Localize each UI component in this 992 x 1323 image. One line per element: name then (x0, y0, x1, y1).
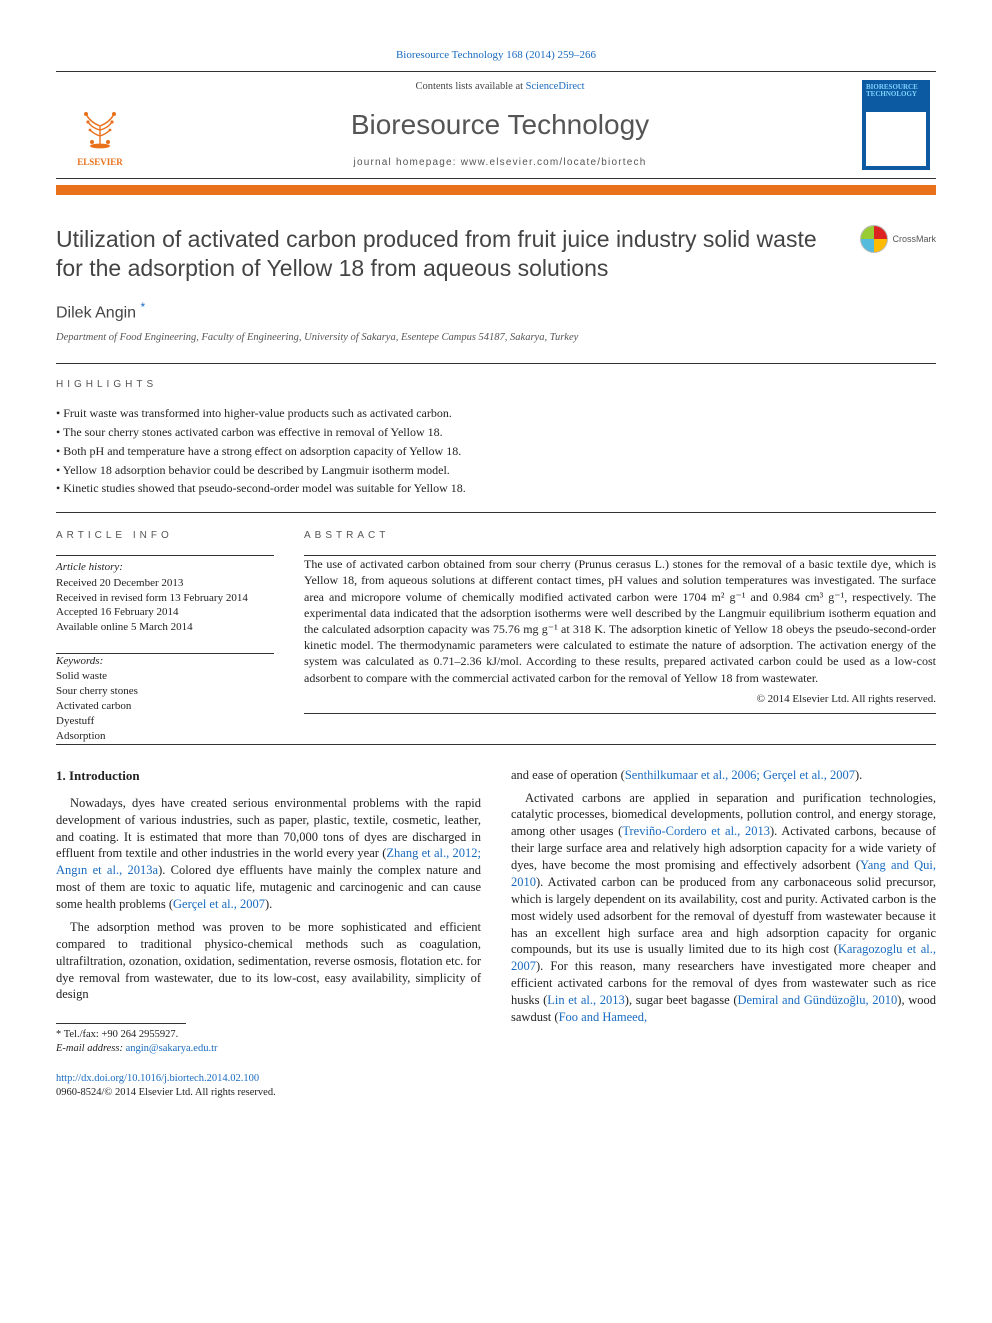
body-columns: 1. Introduction Nowadays, dyes have crea… (56, 767, 936, 1056)
info-abstract-row: ARTICLE INFO Article history: Received 2… (56, 515, 936, 743)
history-item: Received in revised form 13 February 201… (56, 591, 274, 606)
intro-heading: 1. Introduction (56, 767, 481, 785)
keyword: Activated carbon (56, 699, 274, 714)
keyword: Dyestuff (56, 714, 274, 729)
divider (56, 744, 936, 745)
cover-white-area (866, 112, 926, 166)
paragraph: and ease of operation (Senthilkumaar et … (511, 767, 936, 784)
doi-block: http://dx.doi.org/10.1016/j.biortech.201… (56, 1072, 936, 1101)
journal-ref-link[interactable]: Bioresource Technology 168 (2014) 259–26… (396, 49, 596, 61)
divider (56, 512, 936, 513)
article-info-column: ARTICLE INFO Article history: Received 2… (56, 515, 274, 743)
history-title: Article history: (56, 560, 274, 575)
journal-cover-thumb[interactable]: BIORESOURCE TECHNOLOGY (862, 80, 930, 170)
issn-copyright: 0960-8524/© 2014 Elsevier Ltd. All right… (56, 1087, 276, 1098)
history-item: Available online 5 March 2014 (56, 620, 274, 635)
title-row: Utilization of activated carbon produced… (56, 225, 936, 283)
elsevier-tree-icon (70, 96, 130, 156)
email-label: E-mail address: (56, 1043, 126, 1054)
doi-link[interactable]: http://dx.doi.org/10.1016/j.biortech.201… (56, 1073, 259, 1084)
elsevier-label: ELSEVIER (77, 156, 123, 169)
highlight-item: Kinetic studies showed that pseudo-secon… (56, 479, 936, 498)
keywords-title: Keywords: (56, 654, 274, 669)
paragraph: Activated carbons are applied in separat… (511, 790, 936, 1026)
history-list: Received 20 December 2013 Received in re… (56, 576, 274, 635)
article-title: Utilization of activated carbon produced… (56, 225, 840, 283)
journal-name: Bioresource Technology (152, 105, 848, 144)
keywords-list: Solid waste Sour cherry stones Activated… (56, 669, 274, 743)
highlights-list: Fruit waste was transformed into higher-… (56, 404, 936, 498)
citation-link[interactable]: Demiral and Gündüzoğlu, 2010 (737, 993, 897, 1007)
article-info-label: ARTICLE INFO (56, 529, 274, 543)
keyword: Sour cherry stones (56, 684, 274, 699)
crossmark-widget[interactable]: CrossMark (860, 225, 936, 253)
journal-reference: Bioresource Technology 168 (2014) 259–26… (56, 48, 936, 63)
email-link[interactable]: angin@sakarya.edu.tr (126, 1043, 218, 1054)
homepage-line: journal homepage: www.elsevier.com/locat… (152, 156, 848, 170)
divider (56, 555, 274, 556)
abstract-text: The use of activated carbon obtained fro… (304, 556, 936, 686)
contents-available-line: Contents lists available at ScienceDirec… (152, 80, 848, 95)
abstract-column: ABSTRACT The use of activated carbon obt… (304, 515, 936, 743)
citation-link[interactable]: Foo and Hameed, (559, 1010, 648, 1024)
highlights-label: HIGHLIGHTS (56, 378, 936, 392)
homepage-url[interactable]: www.elsevier.com/locate/biortech (461, 157, 647, 168)
contents-prefix: Contents lists available at (415, 81, 525, 92)
keyword: Solid waste (56, 669, 274, 684)
citation-link[interactable]: Senthilkumaar et al., 2006; Gerçel et al… (625, 768, 855, 782)
highlight-item: Both pH and temperature have a strong ef… (56, 442, 936, 461)
divider (56, 363, 936, 364)
history-item: Received 20 December 2013 (56, 576, 274, 591)
citation-link[interactable]: Gerçel et al., 2007 (173, 897, 265, 911)
paragraph: Nowadays, dyes have created serious envi… (56, 795, 481, 913)
masthead: ELSEVIER Contents lists available at Sci… (56, 71, 936, 179)
body-left-column: 1. Introduction Nowadays, dyes have crea… (56, 767, 481, 1056)
body-right-column: and ease of operation (Senthilkumaar et … (511, 767, 936, 1056)
masthead-center: Contents lists available at ScienceDirec… (152, 80, 848, 170)
affiliation: Department of Food Engineering, Faculty … (56, 331, 936, 346)
authors: Dilek Angin * (56, 299, 936, 325)
crossmark-icon (860, 225, 888, 253)
highlight-item: Yellow 18 adsorption behavior could be d… (56, 461, 936, 480)
footnote-separator (56, 1023, 186, 1024)
citation-link[interactable]: Treviño-Cordero et al., 2013 (622, 824, 770, 838)
citation-link[interactable]: Lin et al., 2013 (547, 993, 625, 1007)
cover-title: BIORESOURCE TECHNOLOGY (866, 84, 926, 98)
accent-bar (56, 185, 936, 195)
author-name[interactable]: Dilek Angin (56, 304, 136, 321)
abstract-label: ABSTRACT (304, 529, 936, 543)
corresponding-marker[interactable]: * (141, 300, 146, 314)
history-item: Accepted 16 February 2014 (56, 605, 274, 620)
telfax: Tel./fax: +90 264 2955927. (64, 1029, 179, 1040)
abstract-copyright: © 2014 Elsevier Ltd. All rights reserved… (304, 692, 936, 707)
crossmark-label: CrossMark (892, 233, 936, 246)
keyword: Adsorption (56, 729, 274, 744)
page-root: Bioresource Technology 168 (2014) 259–26… (0, 0, 992, 1131)
paragraph: The adsorption method was proven to be m… (56, 919, 481, 1003)
corr-marker: * (56, 1029, 64, 1040)
homepage-prefix: journal homepage: (354, 157, 461, 168)
sciencedirect-link[interactable]: ScienceDirect (526, 81, 585, 92)
divider (304, 713, 936, 714)
corresponding-footnote: * Tel./fax: +90 264 2955927. E-mail addr… (56, 1028, 481, 1055)
elsevier-logo[interactable]: ELSEVIER (62, 82, 138, 168)
highlight-item: The sour cherry stones activated carbon … (56, 423, 936, 442)
highlight-item: Fruit waste was transformed into higher-… (56, 404, 936, 423)
